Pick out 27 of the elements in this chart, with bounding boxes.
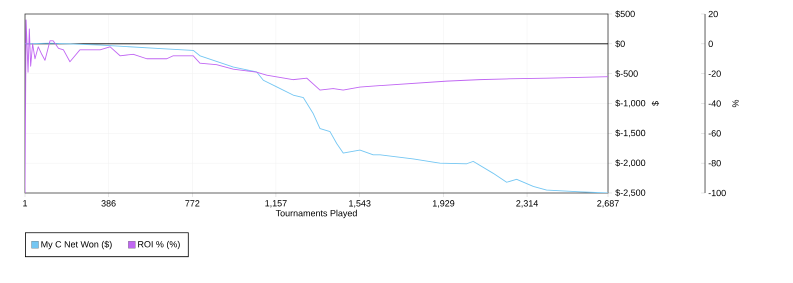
y2-tick-label: -40	[708, 100, 721, 107]
x-tick-label: 386	[101, 200, 116, 207]
y2-axis-title: %	[732, 100, 739, 108]
y2-tick-label: -60	[708, 130, 721, 137]
x-tick-label: 1,157	[265, 200, 287, 208]
x-tick-label: 1,929	[432, 200, 454, 208]
y2-tick-label: -100	[708, 190, 726, 196]
y-tick-label: $-1,500	[615, 129, 646, 138]
y2-tick-label: -80	[708, 160, 721, 166]
x-tick-label: 1,543	[349, 200, 371, 208]
y-tick-label: $-500	[615, 70, 638, 78]
y-tick-label: $-2,000	[615, 159, 646, 168]
x-tick-label: 772	[185, 200, 200, 206]
y-tick-label: $-1,000	[615, 100, 646, 108]
y-tick-label: $-2,500	[615, 189, 646, 197]
legend-label: ROI % (%)	[138, 240, 180, 250]
x-tick-label: 1	[23, 200, 28, 206]
legend-label: My C Net Won ($)	[41, 240, 112, 250]
y2-tick-label: 0	[708, 40, 713, 48]
y-axis-title: $	[652, 101, 660, 106]
y-tick-label: $0	[615, 40, 625, 48]
y2-tick-label: -20	[708, 70, 721, 77]
y-tick-label: $500	[615, 10, 635, 18]
y2-tick-label: 20	[708, 10, 718, 18]
x-axis-title: Tournaments Played	[276, 210, 357, 218]
x-tick-label: 2,314	[516, 200, 538, 208]
x-tick-label: 2,687	[597, 200, 619, 208]
